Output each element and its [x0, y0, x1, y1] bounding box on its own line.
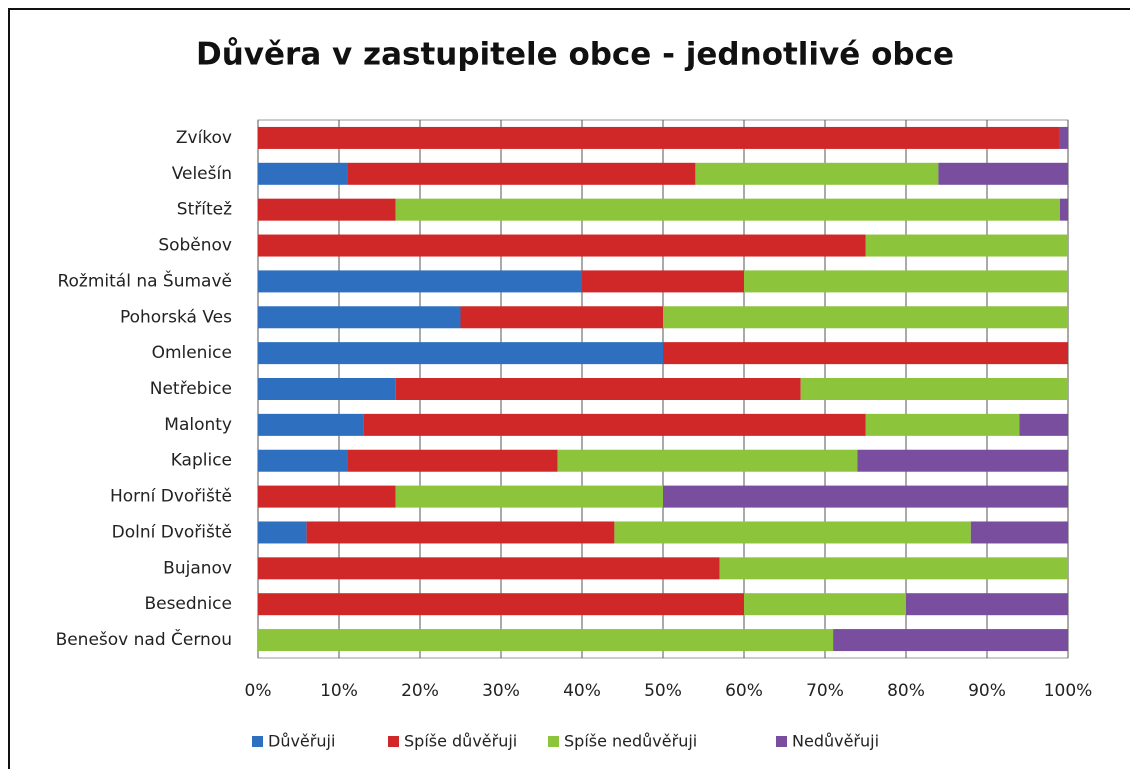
bar-segment: [347, 449, 558, 472]
legend-label: Nedůvěřuji: [792, 732, 879, 751]
x-tick-label: 40%: [563, 681, 601, 701]
bar-segment: [938, 162, 1068, 185]
y-tick-label: Horní Dvořiště: [110, 487, 232, 507]
bar-segment: [906, 593, 1068, 616]
y-tick-label: Kaplice: [171, 451, 232, 471]
bar-segment: [395, 378, 801, 400]
bar-segment: [258, 306, 461, 329]
y-tick-label: Střítež: [177, 200, 232, 220]
legend-label: Spíše důvěřuji: [404, 732, 517, 751]
y-tick-label: Bujanov: [163, 558, 232, 578]
bar-segment: [258, 162, 348, 185]
bar-segment: [1059, 198, 1068, 221]
bar-segment: [258, 593, 744, 616]
bar-segment: [663, 485, 1068, 508]
bar-segment: [306, 521, 615, 544]
bar-segment: [395, 485, 663, 508]
x-tick-label: 10%: [320, 681, 358, 701]
x-tick-label: 20%: [401, 681, 439, 701]
bar-segment: [258, 521, 307, 544]
y-tick-label: Soběnov: [158, 236, 232, 256]
bar-segment: [347, 162, 696, 185]
bar-segment: [258, 234, 866, 257]
bar-segment: [258, 378, 396, 400]
chart-title: Důvěra v zastupitele obce - jednotlivé o…: [196, 37, 954, 73]
x-tick-label: 60%: [725, 681, 763, 701]
bar-segment: [582, 270, 744, 293]
bar-segment: [460, 306, 663, 329]
bar-segment: [363, 413, 866, 436]
y-tick-label: Rožmitál na Šumavě: [57, 269, 232, 291]
bar-segment: [258, 557, 720, 580]
x-tick-label: 80%: [887, 681, 925, 701]
legend-swatch: [388, 736, 399, 747]
bar-segment: [800, 378, 1068, 400]
bar-segment: [258, 413, 364, 436]
x-tick-label: 90%: [968, 681, 1006, 701]
x-tick-label: 100%: [1044, 681, 1093, 701]
legend-swatch: [548, 736, 559, 747]
y-tick-label: Malonty: [164, 415, 232, 435]
bar-segment: [557, 449, 858, 472]
y-tick-label: Pohorská Ves: [120, 307, 232, 327]
bar-segment: [258, 270, 582, 293]
bar-segment: [744, 270, 1068, 293]
bar-segment: [614, 521, 971, 544]
legend-swatch: [252, 736, 263, 747]
bar-segment: [865, 413, 1020, 436]
y-tick-label: Benešov nad Černou: [56, 628, 232, 650]
bar-segment: [695, 162, 939, 185]
x-tick-label: 70%: [806, 681, 844, 701]
x-tick-label: 30%: [482, 681, 520, 701]
bar-segment: [744, 593, 906, 616]
bar-segment: [719, 557, 1068, 580]
bar-segment: [258, 449, 348, 472]
bar-segment: [258, 126, 1060, 149]
x-tick-label: 50%: [644, 681, 682, 701]
bar-segment: [258, 485, 396, 508]
y-tick-label: Netřebice: [150, 379, 232, 399]
y-tick-label: Zvíkov: [176, 128, 232, 148]
bar-segment: [865, 234, 1068, 257]
bar-segment: [663, 306, 1068, 329]
y-tick-label: Dolní Dvořiště: [112, 522, 232, 542]
bar-segment: [395, 198, 1060, 221]
legend-swatch: [776, 736, 787, 747]
bar-segment: [970, 521, 1068, 544]
x-tick-label: 0%: [245, 681, 272, 701]
bar-segment: [258, 342, 663, 365]
bar-segment: [833, 629, 1068, 652]
legend-label: Důvěřuji: [268, 732, 335, 751]
y-tick-label: Velešín: [172, 164, 232, 184]
bar-segment: [258, 629, 834, 652]
bar-segment: [857, 449, 1068, 472]
bar-segment: [1059, 126, 1068, 149]
bar-segment: [1019, 413, 1068, 436]
legend-label: Spíše nedůvěřuji: [564, 732, 697, 751]
y-tick-label: Omlenice: [152, 343, 232, 363]
bar-segment: [258, 198, 396, 221]
y-tick-label: Besednice: [144, 594, 232, 614]
bar-segment: [663, 342, 1068, 365]
